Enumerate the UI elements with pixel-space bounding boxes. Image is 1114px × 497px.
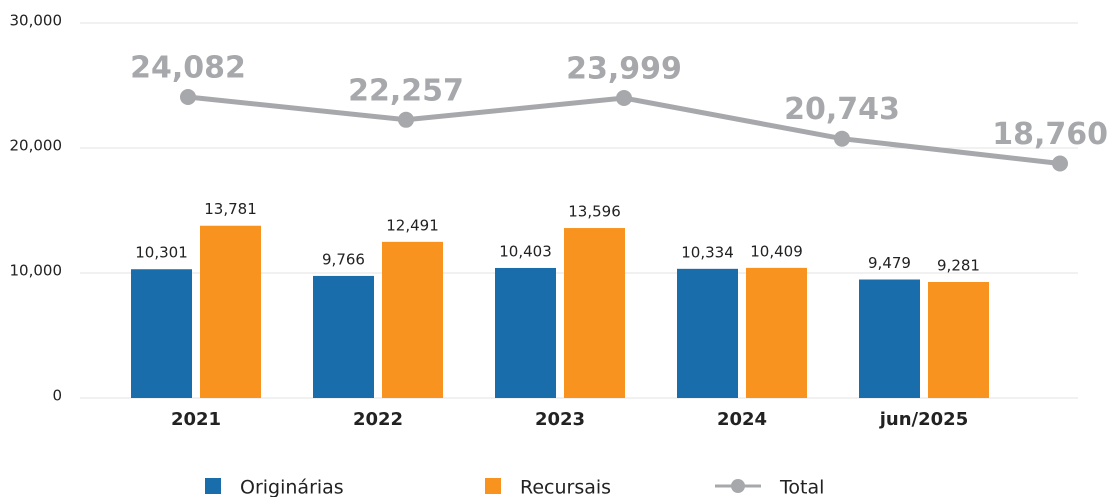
bar	[495, 267, 556, 398]
bar	[928, 281, 989, 398]
y-tick-label: 0	[52, 387, 62, 405]
bar	[200, 225, 261, 398]
bar-value-label: 9,766	[322, 250, 365, 268]
x-tick-label: 2022	[353, 409, 403, 430]
legend-marker	[731, 479, 745, 493]
bar	[131, 269, 192, 398]
total-value-label: 23,999	[566, 52, 682, 87]
total-point	[616, 90, 632, 107]
total-value-label: 24,082	[130, 50, 246, 85]
y-tick-label: 10,000	[10, 262, 63, 280]
bar	[382, 241, 443, 398]
total-value-label: 18,760	[992, 117, 1108, 152]
y-tick-label: 30,000	[10, 12, 63, 30]
bar-value-label: 9,479	[868, 254, 911, 272]
total-point	[1052, 155, 1068, 172]
legend-label: Originárias	[240, 477, 344, 497]
bar-value-label: 10,301	[135, 244, 188, 262]
total-point	[398, 111, 414, 128]
x-tick-label: 2021	[171, 409, 221, 430]
bar	[564, 228, 625, 398]
bar-value-label: 13,781	[204, 200, 257, 218]
legend-label: Recursais	[520, 477, 611, 497]
bar	[677, 268, 738, 398]
x-tick-label: jun/2025	[879, 409, 968, 430]
total-value-label: 20,743	[784, 92, 900, 127]
bar-value-label: 13,596	[568, 203, 621, 221]
bar-value-label: 10,403	[499, 242, 552, 260]
bar	[859, 279, 920, 398]
total-line	[187, 94, 1061, 166]
bar-value-label: 10,334	[681, 243, 734, 261]
bar-value-label: 12,491	[386, 216, 439, 234]
legend-swatch	[485, 478, 501, 494]
y-tick-label: 20,000	[10, 137, 63, 155]
total-point	[180, 88, 196, 105]
bar-value-label: 9,281	[937, 256, 980, 274]
bar	[313, 275, 374, 398]
x-tick-label: 2023	[535, 409, 585, 430]
bar-value-label: 10,409	[750, 242, 803, 260]
bar	[746, 267, 807, 398]
total-point	[834, 130, 850, 147]
legend-label: Total	[779, 477, 824, 497]
total-value-label: 22,257	[348, 73, 464, 108]
legend-swatch	[205, 478, 221, 494]
x-tick-label: 2024	[717, 409, 767, 430]
